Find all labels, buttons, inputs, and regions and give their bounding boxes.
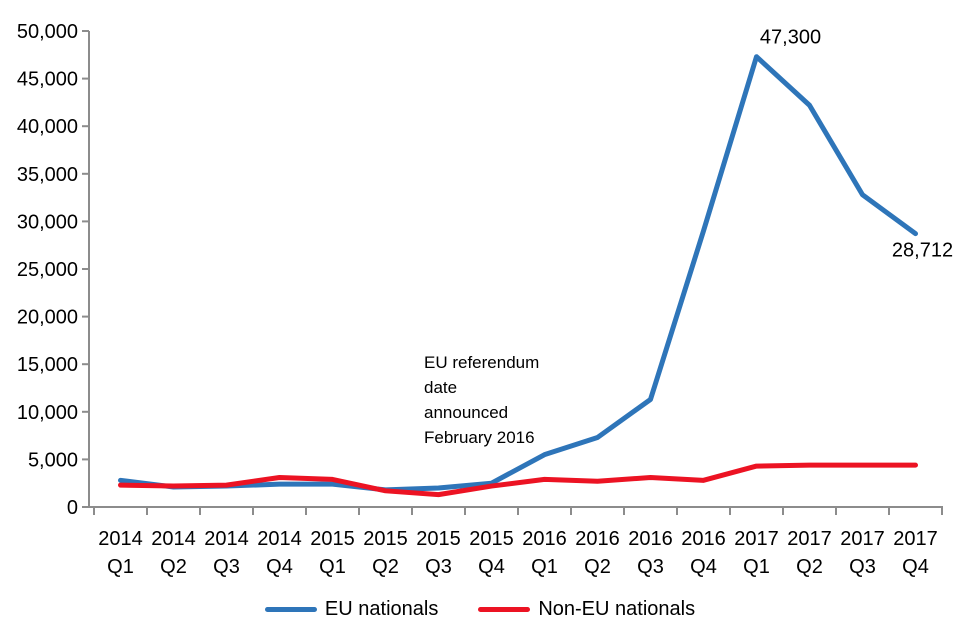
y-axis-ticks: 0 5,000 10,000 15,000 20,000 25,000 30,000 35,0…: [17, 21, 89, 519]
x-tick-label-quarter: Q1: [319, 556, 346, 578]
x-tick-label-quarter: Q2: [160, 556, 187, 578]
y-tick-label: 50,000: [17, 21, 78, 43]
x-tick-label-quarter: Q3: [637, 556, 664, 578]
x-tick-label-quarter: Q3: [425, 556, 452, 578]
x-tick-label-quarter: Q4: [690, 556, 717, 578]
series-line-non-eu-nationals: [118, 462, 918, 498]
series-lines: [118, 54, 918, 498]
legend-swatch-non-eu-nationals: [478, 607, 531, 612]
x-tick-label-year: 2016: [522, 528, 567, 550]
x-tick-label-year: 2017: [893, 528, 938, 550]
y-tick-label: 40,000: [17, 116, 78, 138]
annotation-text: EU referendum date announced February 20…: [424, 353, 540, 447]
x-tick-label-quarter: Q4: [478, 556, 505, 578]
x-tick-label-year: 2017: [787, 528, 832, 550]
x-tick-label-year: 2015: [416, 528, 461, 550]
x-tick-label-quarter: Q2: [796, 556, 823, 578]
legend-label: EU nationals: [324, 598, 439, 620]
legend-item-eu-nationals: EU nationals: [264, 598, 439, 621]
legend-item-non-eu-nationals: Non-EU nationals: [478, 598, 695, 621]
series-line-eu-nationals: [118, 54, 918, 493]
x-tick-label-year: 2016: [628, 528, 673, 550]
x-tick-label-year: 2015: [469, 528, 514, 550]
x-tick-label-year: 2015: [310, 528, 355, 550]
legend-swatch-eu-nationals: [264, 607, 317, 612]
y-tick-label: 20,000: [17, 307, 78, 329]
x-axis-ticks: 2014 Q1 2014 Q2 2014 Q3 2014 Q4 2015 Q1 2015 Q2 2015…: [93, 507, 943, 578]
data-label: 28,712: [892, 240, 953, 262]
data-label: 47,300: [760, 27, 821, 49]
x-tick-label-quarter: Q2: [372, 556, 399, 578]
y-tick-label: 5,000: [28, 449, 78, 471]
y-tick-label: 10,000: [17, 402, 78, 424]
y-tick-label: 0: [67, 497, 78, 519]
x-tick-label-quarter: Q3: [213, 556, 240, 578]
x-tick-label-year: 2014: [151, 528, 196, 550]
y-tick-label: 45,000: [17, 69, 78, 91]
x-tick-label-quarter: Q3: [849, 556, 876, 578]
legend: EU nationals Non-EU nationals: [0, 598, 960, 621]
legend-label: Non-EU nationals: [538, 598, 696, 620]
x-tick-label-quarter: Q2: [584, 556, 611, 578]
x-tick-label-year: 2014: [257, 528, 302, 550]
y-tick-label: 35,000: [17, 164, 78, 186]
x-tick-label-year: 2016: [681, 528, 726, 550]
x-tick-label-quarter: Q4: [902, 556, 929, 578]
y-tick-label: 30,000: [17, 211, 78, 233]
x-tick-label-quarter: Q4: [266, 556, 293, 578]
x-tick-label-year: 2017: [840, 528, 885, 550]
x-tick-label-year: 2015: [363, 528, 408, 550]
x-tick-label-year: 2014: [204, 528, 249, 550]
x-tick-label-year: 2017: [734, 528, 779, 550]
x-tick-label-year: 2016: [575, 528, 620, 550]
y-tick-label: 15,000: [17, 354, 78, 376]
data-labels: 47,300 28,712: [760, 27, 953, 262]
x-tick-label-year: 2014: [98, 528, 143, 550]
x-tick-label-quarter: Q1: [107, 556, 134, 578]
x-tick-label-quarter: Q1: [531, 556, 558, 578]
y-tick-label: 25,000: [17, 259, 78, 281]
x-tick-label-quarter: Q1: [743, 556, 770, 578]
